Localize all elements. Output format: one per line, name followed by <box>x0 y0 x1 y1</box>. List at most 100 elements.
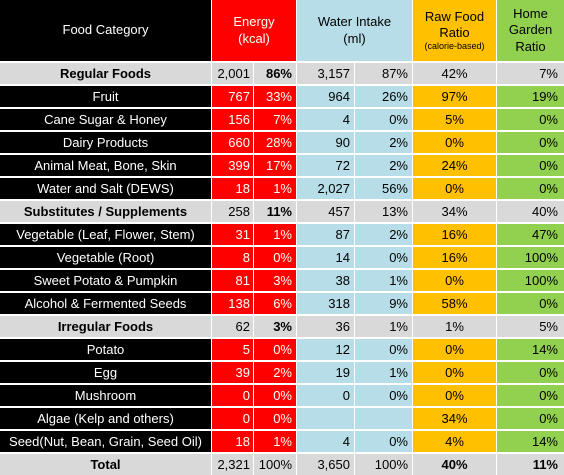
category-cell: Egg <box>0 362 212 383</box>
raw-ratio-cell: 4% <box>413 431 497 452</box>
energy-cell: 138 <box>212 293 254 314</box>
header-raw-note: (calorie-based) <box>424 41 485 52</box>
water-pct-cell: 2% <box>355 155 413 176</box>
header-water: Water Intake (ml) <box>297 0 413 61</box>
table-row: Vegetable (Root) 8 0% 14 0% 16% 100% <box>0 246 564 268</box>
water-pct-cell: 56% <box>355 178 413 199</box>
water-pct-cell: 13% <box>355 201 413 222</box>
table-row: Dairy Products 660 28% 90 2% 0% 0% <box>0 131 564 153</box>
raw-ratio-cell: 58% <box>413 293 497 314</box>
energy-pct-cell: 28% <box>254 132 297 153</box>
water-cell: 964 <box>297 86 355 107</box>
category-cell: Irregular Foods <box>0 316 212 337</box>
energy-pct-cell: 100% <box>254 454 297 475</box>
energy-pct-cell: 6% <box>254 293 297 314</box>
table-row: Mushroom 0 0% 0 0% 0% 0% <box>0 384 564 406</box>
energy-pct-cell: 7% <box>254 109 297 130</box>
energy-cell: 2,321 <box>212 454 254 475</box>
energy-cell: 5 <box>212 339 254 360</box>
water-cell: 0 <box>297 385 355 406</box>
table-row: Cane Sugar & Honey 156 7% 4 0% 5% 0% <box>0 108 564 130</box>
energy-pct-cell: 0% <box>254 408 297 429</box>
header-energy: Energy (kcal) <box>212 0 297 61</box>
header-water-unit: (ml) <box>343 30 366 46</box>
category-cell: Cane Sugar & Honey <box>0 109 212 130</box>
energy-cell: 31 <box>212 224 254 245</box>
water-cell: 38 <box>297 270 355 291</box>
home-ratio-cell: 19% <box>497 86 564 107</box>
energy-cell: 2,001 <box>212 63 254 84</box>
energy-pct-cell: 1% <box>254 431 297 452</box>
energy-cell: 18 <box>212 178 254 199</box>
water-cell: 4 <box>297 109 355 130</box>
energy-pct-cell: 11% <box>254 201 297 222</box>
water-pct-cell: 2% <box>355 132 413 153</box>
table-row: Seed(Nut, Bean, Grain, Seed Oil) 18 1% 4 0% 4… <box>0 430 564 452</box>
raw-ratio-cell: 0% <box>413 132 497 153</box>
water-cell <box>297 408 355 429</box>
header-food-category-label: Food Category <box>62 22 149 38</box>
energy-cell: 62 <box>212 316 254 337</box>
home-ratio-cell: 0% <box>497 132 564 153</box>
raw-ratio-cell: 0% <box>413 339 497 360</box>
water-cell: 4 <box>297 431 355 452</box>
header-food-category: Food Category <box>0 0 212 61</box>
water-cell: 14 <box>297 247 355 268</box>
table-row: Fruit 767 33% 964 26% 97% 19% <box>0 85 564 107</box>
raw-ratio-cell: 1% <box>413 316 497 337</box>
category-cell: Mushroom <box>0 385 212 406</box>
energy-pct-cell: 17% <box>254 155 297 176</box>
water-cell: 457 <box>297 201 355 222</box>
table-row: Potato 5 0% 12 0% 0% 14% <box>0 338 564 360</box>
header-home-line1: Home <box>513 6 548 22</box>
home-ratio-cell: 0% <box>497 362 564 383</box>
water-pct-cell: 0% <box>355 109 413 130</box>
table-row: Animal Meat, Bone, Skin 399 17% 72 2% 24% 0% <box>0 154 564 176</box>
energy-cell: 258 <box>212 201 254 222</box>
water-cell: 90 <box>297 132 355 153</box>
raw-ratio-cell: 97% <box>413 86 497 107</box>
home-ratio-cell: 47% <box>497 224 564 245</box>
header-raw-food: Raw Food Ratio (calorie-based) <box>413 0 497 61</box>
energy-pct-cell: 0% <box>254 385 297 406</box>
header-home-line2: Garden <box>508 22 553 38</box>
water-cell: 72 <box>297 155 355 176</box>
water-cell: 318 <box>297 293 355 314</box>
category-cell: Animal Meat, Bone, Skin <box>0 155 212 176</box>
home-ratio-cell: 0% <box>497 408 564 429</box>
energy-cell: 660 <box>212 132 254 153</box>
water-pct-cell: 0% <box>355 339 413 360</box>
energy-cell: 18 <box>212 431 254 452</box>
water-cell: 36 <box>297 316 355 337</box>
home-ratio-cell: 0% <box>497 385 564 406</box>
energy-pct-cell: 33% <box>254 86 297 107</box>
raw-ratio-cell: 0% <box>413 362 497 383</box>
header-water-label: Water Intake <box>317 14 392 30</box>
raw-ratio-cell: 0% <box>413 178 497 199</box>
energy-cell: 0 <box>212 385 254 406</box>
table-header: Food Category Energy (kcal) Water Intake… <box>0 0 564 61</box>
raw-ratio-cell: 24% <box>413 155 497 176</box>
home-ratio-cell: 7% <box>497 63 564 84</box>
header-energy-unit: (kcal) <box>238 30 270 46</box>
energy-cell: 39 <box>212 362 254 383</box>
category-cell: Water and Salt (DEWS) <box>0 178 212 199</box>
water-cell: 12 <box>297 339 355 360</box>
header-home-line3: Ratio <box>515 38 546 54</box>
raw-ratio-cell: 16% <box>413 224 497 245</box>
table-row: Sweet Potato & Pumpkin 81 3% 38 1% 0% 100% <box>0 269 564 291</box>
energy-pct-cell: 0% <box>254 339 297 360</box>
raw-ratio-cell: 34% <box>413 201 497 222</box>
water-cell: 3,157 <box>297 63 355 84</box>
header-raw-line1: Raw Food <box>424 8 485 24</box>
home-ratio-cell: 14% <box>497 339 564 360</box>
home-ratio-cell: 5% <box>497 316 564 337</box>
water-pct-cell: 2% <box>355 224 413 245</box>
energy-cell: 399 <box>212 155 254 176</box>
water-pct-cell: 100% <box>355 454 413 475</box>
category-cell: Alcohol & Fermented Seeds <box>0 293 212 314</box>
energy-cell: 0 <box>212 408 254 429</box>
header-energy-label: Energy <box>233 14 275 30</box>
energy-cell: 81 <box>212 270 254 291</box>
